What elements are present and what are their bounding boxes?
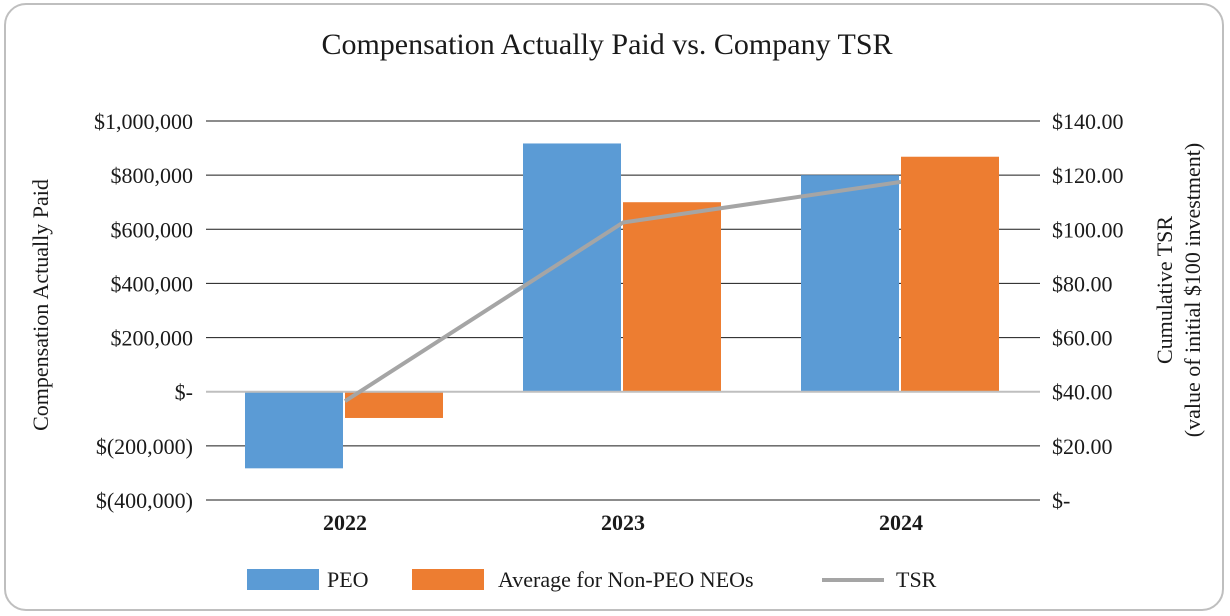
legend-label-tsr: TSR (896, 567, 937, 592)
legend: PEO Average for Non-PEO NEOs TSR (247, 567, 937, 592)
peo-bar-2024 (801, 175, 899, 392)
y2-tick-label: $140.00 (1052, 109, 1124, 134)
category-labels: 2022 2023 2024 (323, 510, 923, 535)
y2-tick-label: $60.00 (1052, 326, 1113, 351)
y2-axis-label-line1: Cumulative TSR (1152, 216, 1177, 364)
non-peo-bar-2024 (901, 156, 999, 392)
legend-swatch-peo (247, 569, 319, 590)
chart-title: Compensation Actually Paid vs. Company T… (321, 28, 892, 61)
legend-label-non-peo: Average for Non-PEO NEOs (498, 567, 754, 592)
y2-tick-label: $120.00 (1052, 163, 1124, 188)
y-tick-label: $(400,000) (96, 488, 193, 513)
peo-bar-2022 (245, 391, 343, 469)
peo-bar-2023 (523, 143, 621, 392)
tsr-line-group (343, 179, 902, 403)
y-tick-label: $- (175, 380, 193, 405)
non-peo-bar-2023 (623, 202, 721, 392)
legend-label-peo: PEO (327, 567, 369, 592)
category-label-2023: 2023 (601, 510, 645, 535)
bars (245, 143, 999, 469)
y-tick-label: $200,000 (111, 326, 194, 351)
left-tick-labels: $1,000,000 $800,000 $600,000 $400,000 $200,0… (94, 109, 193, 513)
non-peo-bar-2022 (345, 391, 443, 418)
y2-tick-label: $- (1052, 488, 1070, 513)
y2-tick-label: $20.00 (1052, 434, 1113, 459)
y2-tick-label: $80.00 (1052, 271, 1113, 296)
y-tick-label: $(200,000) (96, 434, 193, 459)
y-tick-label: $400,000 (111, 271, 194, 296)
tsr-line (343, 179, 902, 403)
category-label-2024: 2024 (879, 510, 923, 535)
y-tick-label: $1,000,000 (94, 109, 193, 134)
y2-axis-label-line2: (value of initial $100 investment) (1180, 143, 1205, 438)
right-tick-labels: $140.00 $120.00 $100.00 $80.00 $60.00 $40.00 $… (1052, 109, 1124, 513)
y-axis-label: Compensation Actually Paid (28, 179, 53, 431)
legend-swatch-non-peo (412, 569, 484, 590)
category-label-2022: 2022 (323, 510, 367, 535)
y2-tick-label: $100.00 (1052, 217, 1124, 242)
y2-tick-label: $40.00 (1052, 380, 1113, 405)
y-tick-label: $800,000 (111, 163, 194, 188)
y-tick-label: $600,000 (111, 217, 194, 242)
